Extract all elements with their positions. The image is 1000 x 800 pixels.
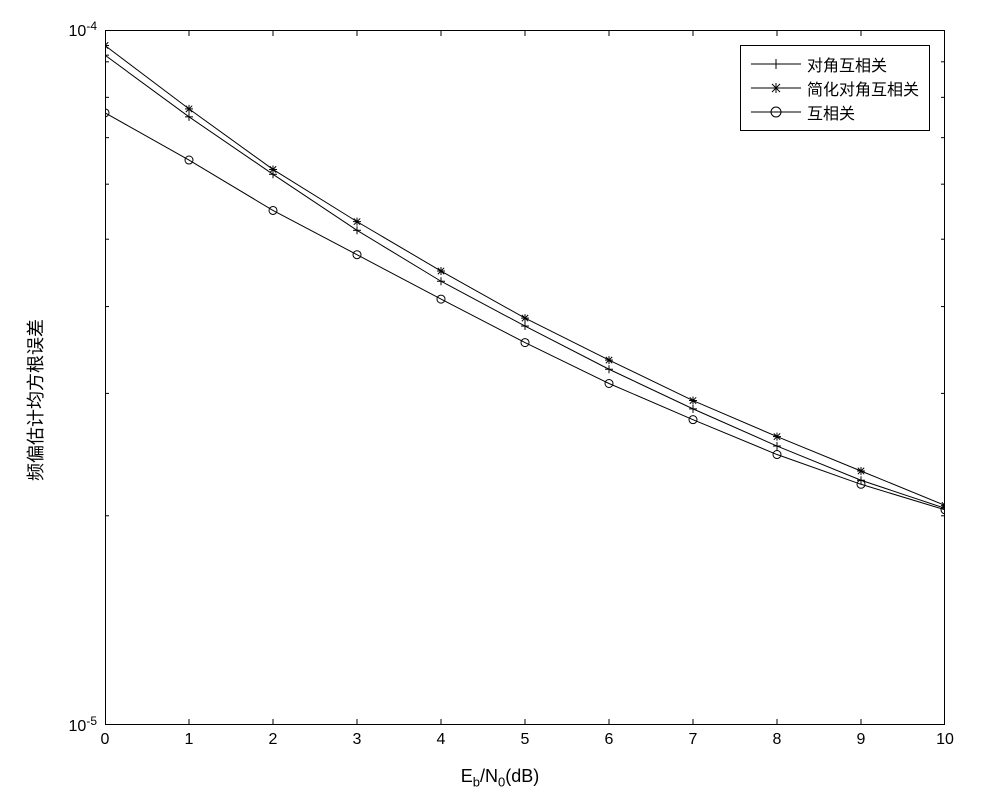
xtick-3: 3 <box>353 731 362 749</box>
ytick-1e-4: 10-4 <box>69 19 97 41</box>
legend-label-1: 对角互相关 <box>807 52 887 76</box>
legend-item-1: 对角互相关 <box>751 52 919 76</box>
xtick-8: 8 <box>773 731 782 749</box>
ytick-1e-5: 10-5 <box>69 714 97 736</box>
x-axis-label: Eb/N0(dB) <box>461 766 540 790</box>
legend-label-2: 简化对角互相关 <box>807 76 919 100</box>
legend-label-3: 互相关 <box>807 100 855 124</box>
legend: 对角互相关 简化对角互相关 互相关 <box>740 45 930 131</box>
xtick-4: 4 <box>437 731 446 749</box>
xtick-6: 6 <box>605 731 614 749</box>
xtick-9: 9 <box>857 731 866 749</box>
xtick-0: 0 <box>101 731 110 749</box>
xtick-1: 1 <box>185 731 194 749</box>
legend-item-3: 互相关 <box>751 100 919 124</box>
chart-container: 对角互相关 简化对角互相关 互相关 <box>105 30 945 725</box>
xtick-2: 2 <box>269 731 278 749</box>
plot-border <box>105 30 945 725</box>
xtick-7: 7 <box>689 731 698 749</box>
xtick-10: 10 <box>936 731 954 749</box>
xtick-5: 5 <box>521 731 530 749</box>
legend-item-2: 简化对角互相关 <box>751 76 919 100</box>
y-axis-label: 频偏估计均方根误差 <box>22 319 48 481</box>
